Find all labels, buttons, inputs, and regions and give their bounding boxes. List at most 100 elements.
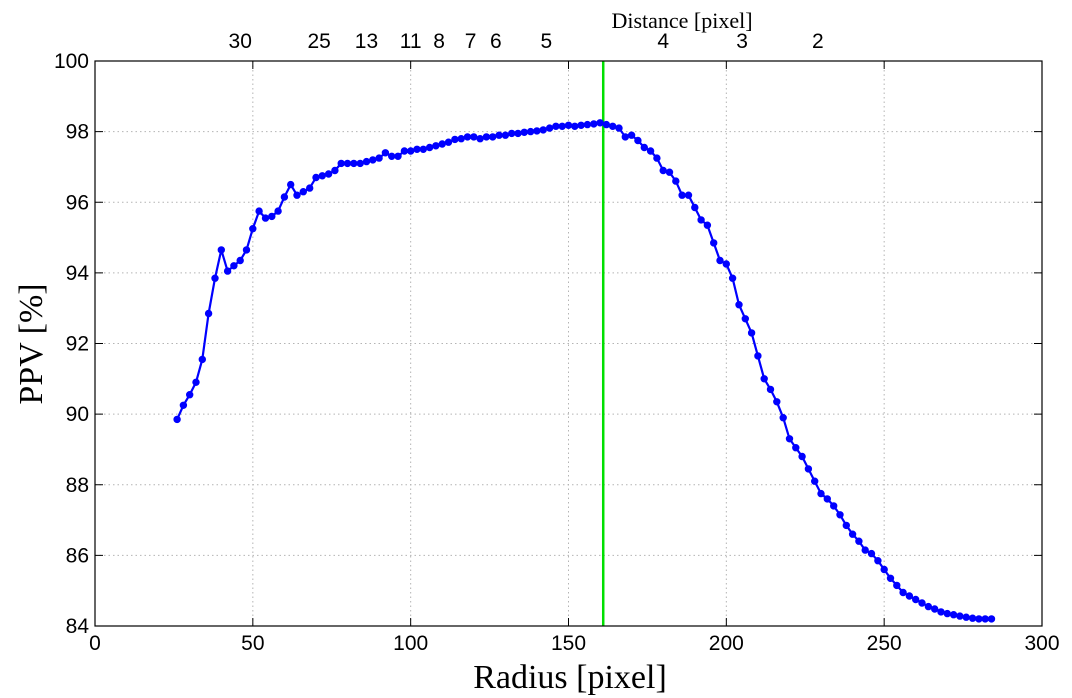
data-point [299,188,307,196]
y-tick-label: 96 [66,191,89,214]
data-point [855,537,863,545]
data-point [394,152,402,161]
data-point [400,147,409,155]
data-point [912,595,920,604]
data-point [489,133,497,141]
y-tick-label: 88 [66,474,89,497]
top-tick-label: 11 [400,30,422,53]
data-point [880,565,888,574]
data-point [369,156,377,164]
data-point [817,489,825,498]
data-point [867,549,876,558]
data-point [312,173,320,182]
data-point [577,121,585,130]
data-point [684,191,693,199]
data-point [223,267,232,275]
data-point [192,378,200,386]
x-tick-label: 250 [867,632,902,655]
data-point [716,256,724,265]
data-point [274,207,282,215]
data-point [634,136,642,145]
top-tick-label: 6 [490,30,502,53]
data-point [526,127,535,136]
data-point [968,614,977,622]
data-point [722,260,730,268]
data-point [501,131,510,139]
data-point [665,168,674,176]
data-point [615,124,623,132]
x-tick-label: 0 [89,632,101,655]
data-point [444,138,453,146]
data-point [773,398,781,406]
y-tick-label: 86 [66,544,89,567]
data-point [981,615,989,623]
data-point [918,599,926,607]
data-point [886,574,895,582]
data-point [520,128,528,137]
data-point [590,120,598,128]
grid [95,61,1042,626]
data-point [425,143,434,152]
data-point [962,613,970,621]
data-point [306,184,314,192]
data-point [672,177,680,185]
data-point [217,246,226,254]
data-point [697,216,705,224]
data-point [438,140,446,148]
y-tick-label: 92 [66,333,89,356]
data-point [287,180,295,189]
data-point [893,581,901,590]
data-point [388,152,396,161]
top-axis-label: Distance [pixel] [611,8,752,33]
data-point [337,159,345,168]
data-point [318,172,326,180]
data-point [230,262,238,270]
data-point [268,212,276,221]
data-point [760,375,768,383]
data-point [457,135,465,143]
data-point [407,147,415,155]
data-point [823,495,831,503]
data-point [640,143,648,152]
data-point [949,611,958,619]
data-point [785,435,794,443]
data-point [703,221,712,229]
y-tick-label: 100 [54,50,89,73]
data-point [798,452,806,461]
x-tick-label: 100 [393,632,428,655]
data-point [255,207,263,215]
data-point [261,214,270,222]
data-point [905,592,914,600]
x-tick-label: 50 [241,632,264,655]
data-point [173,415,181,424]
data-point [242,246,251,254]
y-axis-label: PPV [%] [13,283,50,404]
data-point [596,119,604,127]
data-point [804,465,813,473]
data-point [583,120,592,129]
data-point [874,557,882,565]
top-tick-label: 30 [229,30,252,53]
top-tick-label: 8 [433,30,445,53]
data-point [419,145,427,154]
data-point [350,159,358,168]
data-point [779,414,787,422]
data-point [943,609,951,618]
data-point [413,145,421,154]
data-point [198,355,207,364]
data-point [186,391,194,399]
data-point [937,608,945,616]
data-point [482,133,491,141]
data-point [924,602,933,611]
top-tick-label: 4 [657,30,669,53]
data-point [861,546,869,554]
data-point [375,154,383,162]
data-point [545,124,554,132]
data-point [539,126,547,134]
data-point [691,203,699,212]
data-point [735,301,743,309]
x-tick-label: 200 [709,632,744,655]
data-point [343,159,352,168]
top-tick-label: 13 [355,30,378,53]
